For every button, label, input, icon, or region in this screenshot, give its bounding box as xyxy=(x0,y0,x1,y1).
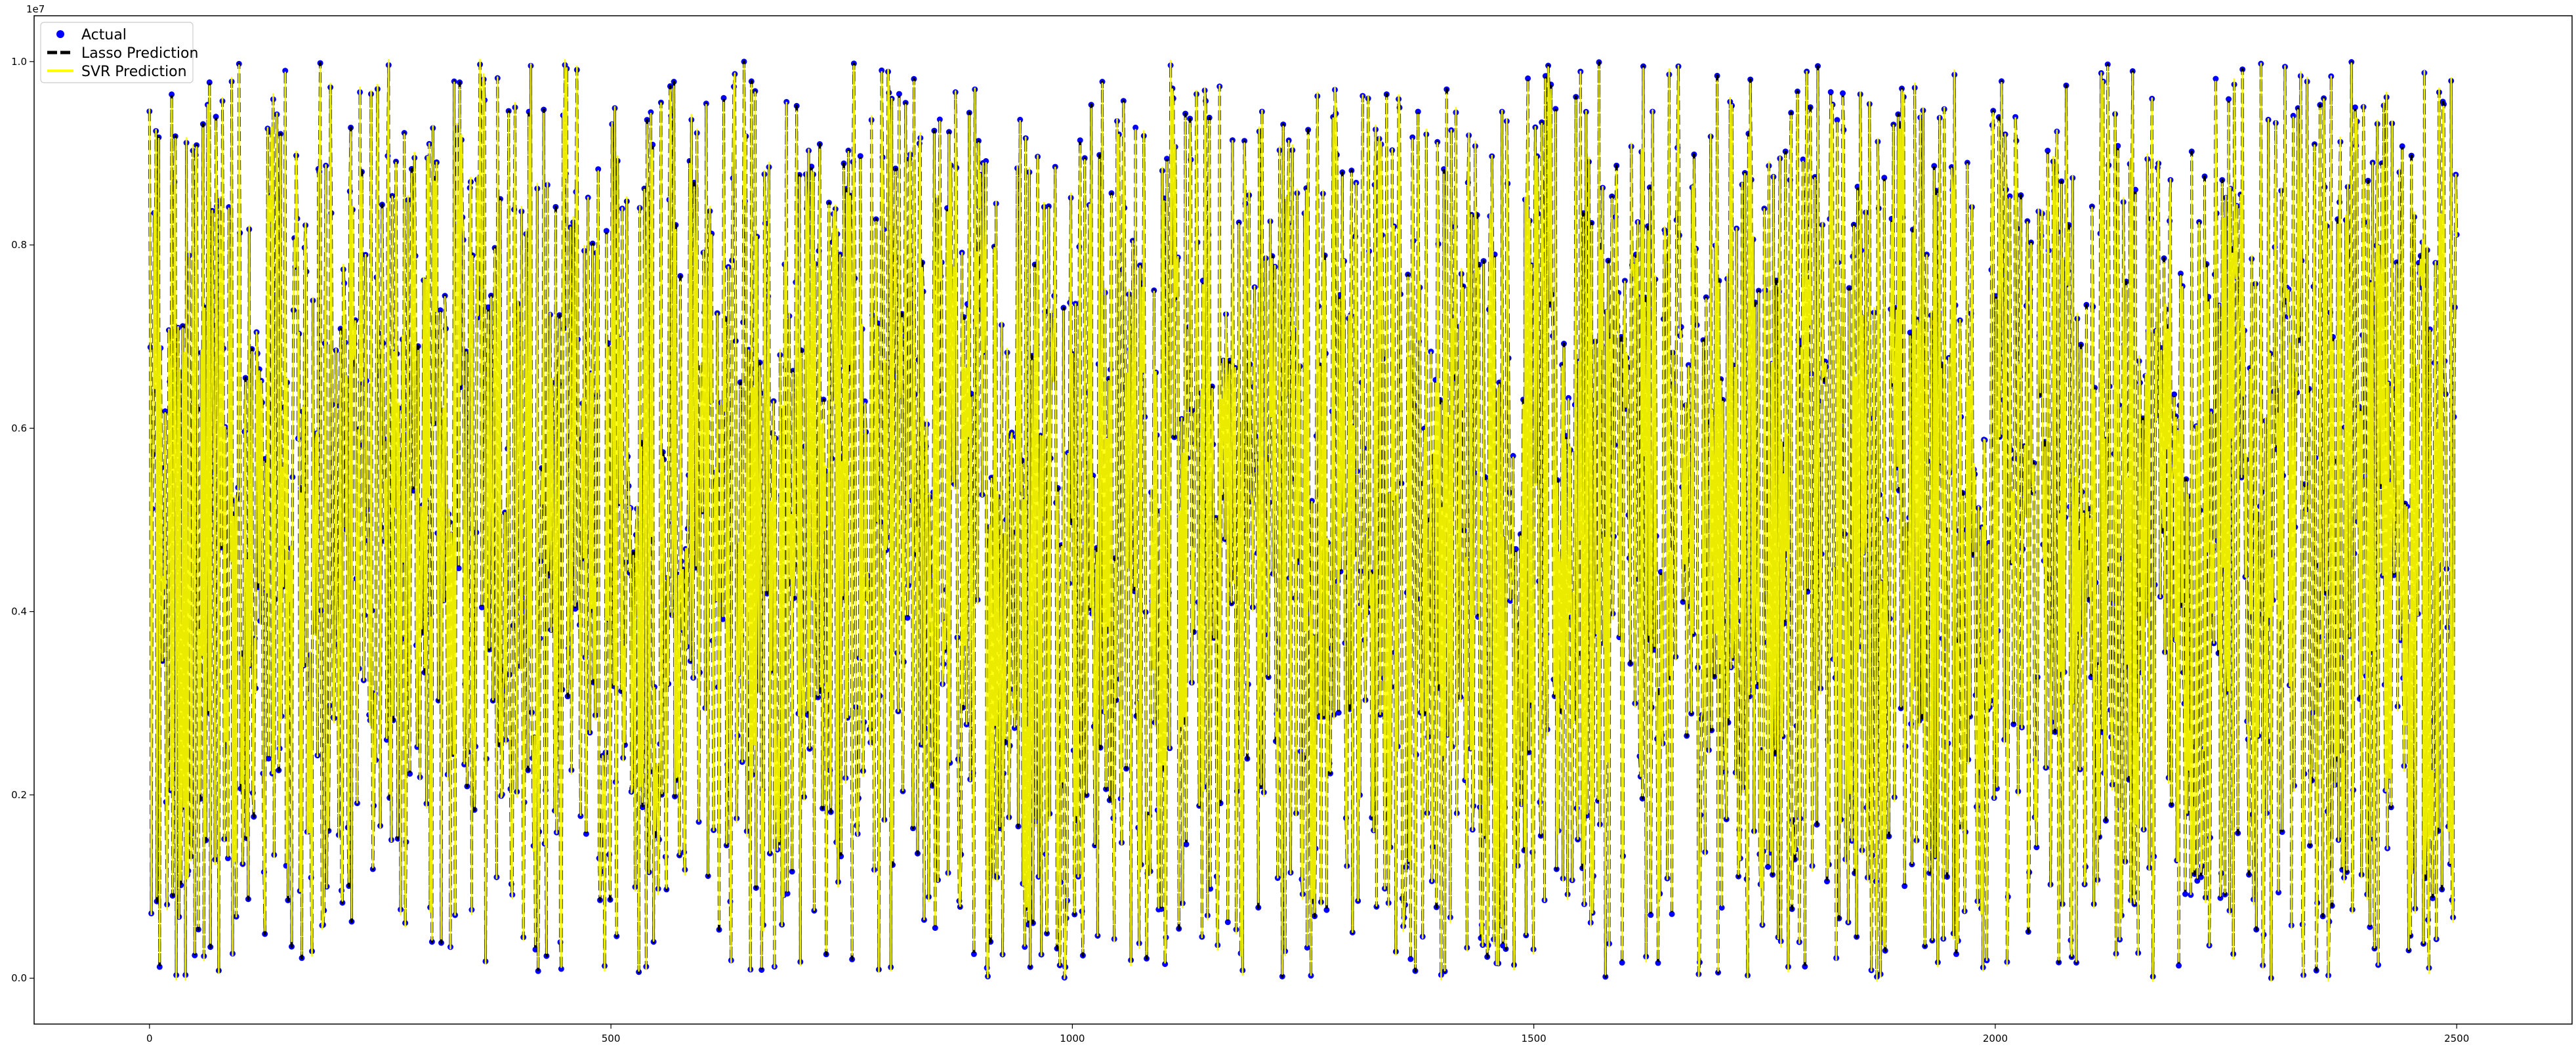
x-tick-label: 500 xyxy=(602,1033,621,1044)
y-tick-label: 0.2 xyxy=(11,789,27,801)
y-axis: 0.0 0.2 0.4 0.6 0.8 1.0 xyxy=(11,56,34,984)
x-tick-label: 2000 xyxy=(1983,1033,2008,1044)
actual-point xyxy=(1407,956,1414,962)
x-tick-label: 2500 xyxy=(2444,1033,2469,1044)
actual-point xyxy=(169,91,175,98)
actual-point xyxy=(206,79,213,85)
actual-point xyxy=(192,952,198,958)
y-tick-label: 1.0 xyxy=(11,56,27,68)
actual-point xyxy=(1669,910,1675,917)
y-offset-label: 1e7 xyxy=(26,3,45,15)
actual-point xyxy=(282,68,289,74)
x-axis: 0 500 1000 1500 2000 2500 xyxy=(146,1024,2469,1044)
y-tick-label: 0.6 xyxy=(11,422,27,434)
actual-point xyxy=(156,964,163,970)
actual-point xyxy=(213,114,219,120)
y-tick-label: 0.4 xyxy=(11,606,27,618)
actual-point xyxy=(265,756,272,762)
legend-marker-dot xyxy=(56,30,64,38)
x-tick-label: 0 xyxy=(146,1033,153,1044)
actual-point xyxy=(224,855,231,861)
actual-point xyxy=(162,408,169,414)
actual-point xyxy=(455,565,462,572)
x-tick-label: 1000 xyxy=(1060,1033,1085,1044)
legend-label: SVR Prediction xyxy=(81,64,187,80)
legend-label: Actual xyxy=(81,27,127,43)
legend-label: Lasso Prediction xyxy=(81,45,198,62)
data-layer xyxy=(146,58,2460,983)
y-tick-label: 0.0 xyxy=(11,972,27,984)
actual-point xyxy=(1765,864,1771,870)
x-tick-label: 1500 xyxy=(1522,1033,1547,1044)
legend: Actual Lasso Prediction SVR Prediction xyxy=(40,22,198,83)
actual-point xyxy=(2182,891,2188,897)
y-tick-label: 0.8 xyxy=(11,239,27,251)
